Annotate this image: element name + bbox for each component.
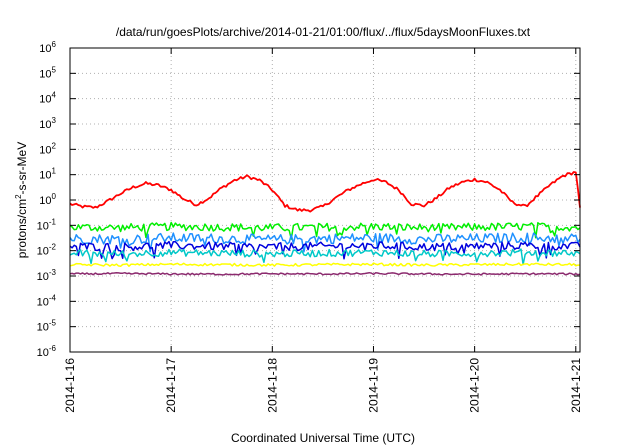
x-tick-label: 2014-1-18 [265,358,279,413]
series-line-7 [69,271,581,276]
x-tick-label: 2014-1-17 [164,358,178,413]
y-tick-label: 104 [39,91,56,106]
y-tick-label: 10-1 [37,217,57,232]
x-tick-label: 2014-1-19 [366,358,380,413]
x-axis-label: Coordinated Universal Time (UTC) [231,431,415,445]
y-tick-label: 10-3 [37,268,57,283]
series-line-2 [69,221,581,240]
series-line-4 [69,240,581,260]
grid [69,47,580,353]
x-tick-label: 2014-1-20 [468,358,482,413]
y-tick-label: 10-5 [37,319,57,334]
y-tick-label: 106 [39,40,56,55]
y-axis-label: protons/cm2-s-sr-MeV [14,142,29,258]
y-tick-label: 102 [39,141,56,156]
y-tick-label: 103 [39,116,56,131]
series-layer [69,171,581,276]
x-tick-label: 2014-1-21 [569,358,583,413]
y-tick-label: 10-6 [37,344,57,359]
y-tick-label: 10-4 [37,293,57,308]
series-line-5 [69,248,581,266]
y-tick-label: 100 [39,192,56,207]
series-line-3 [69,232,581,253]
y-tick-label: 101 [39,167,56,182]
series-line-1 [69,171,581,213]
chart-title: /data/run/goesPlots/archive/2014-01-21/0… [116,25,531,39]
y-tick-label: 105 [39,65,56,80]
x-tick-label: 2014-1-16 [63,358,77,413]
y-tick-label: 10-2 [37,243,57,258]
series-line-6 [69,262,580,268]
